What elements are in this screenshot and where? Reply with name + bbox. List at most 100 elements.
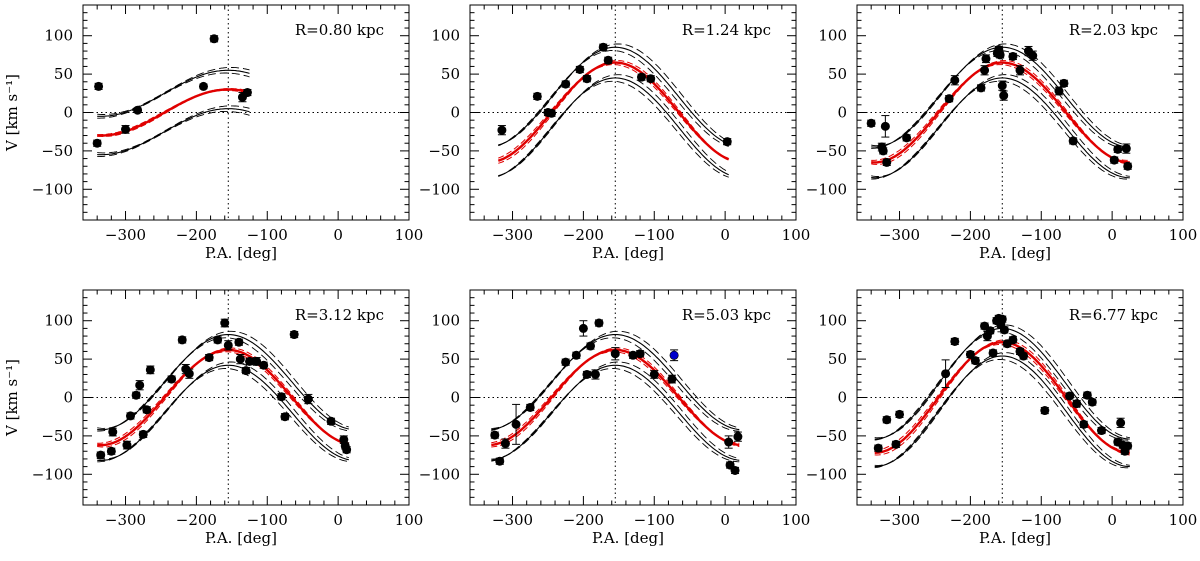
data-point xyxy=(220,318,230,328)
data-point-marker xyxy=(1116,418,1126,428)
data-point-marker xyxy=(241,366,251,376)
y-tick-label: 50 xyxy=(54,350,73,368)
data-points xyxy=(92,34,252,148)
data-point-marker xyxy=(981,54,991,64)
data-point xyxy=(135,380,145,391)
data-point xyxy=(637,72,647,82)
data-point-marker xyxy=(724,437,734,447)
data-point xyxy=(525,402,535,412)
y-tick-label: 0 xyxy=(837,389,847,407)
x-tick-label: 0 xyxy=(720,511,730,529)
data-point xyxy=(878,146,888,156)
data-point-marker xyxy=(988,348,998,358)
data-point-marker xyxy=(213,335,223,345)
data-point-marker xyxy=(1082,390,1092,400)
data-points xyxy=(497,42,732,147)
data-point-marker xyxy=(873,443,883,453)
data-point-marker xyxy=(1087,397,1097,407)
envelope-lower-dashed-a xyxy=(871,74,1130,177)
data-point xyxy=(950,75,960,86)
data-point xyxy=(997,314,1007,324)
data-point xyxy=(1109,155,1119,165)
panel-title: R=1.24 kpc xyxy=(682,21,771,39)
data-point-marker xyxy=(532,91,542,101)
y-tick-label: 0 xyxy=(837,104,847,122)
y-tick-label: 0 xyxy=(450,104,460,122)
x-axis-label: P.A. [deg] xyxy=(592,244,664,262)
data-point-marker xyxy=(500,439,510,449)
data-point-marker xyxy=(121,124,131,134)
data-point-marker xyxy=(902,133,912,143)
data-point xyxy=(145,365,155,375)
data-point xyxy=(245,356,255,366)
data-point xyxy=(1065,391,1075,401)
data-point xyxy=(603,55,613,65)
model-curves xyxy=(871,43,1130,180)
data-points xyxy=(866,45,1133,171)
x-tick-label: −100 xyxy=(247,511,288,529)
data-point-marker xyxy=(546,108,556,118)
data-point-marker xyxy=(1123,441,1133,451)
envelope-upper-dashed-a xyxy=(97,330,349,429)
data-point xyxy=(866,118,876,128)
x-tick-label: −100 xyxy=(634,226,675,244)
x-tick-label: −200 xyxy=(176,226,217,244)
data-point xyxy=(131,390,141,400)
envelope-upper-curve xyxy=(97,69,250,117)
x-tick-label: −100 xyxy=(1021,226,1062,244)
fit-red-dashed-a xyxy=(498,60,729,164)
model-curves xyxy=(97,67,250,158)
data-point-marker xyxy=(177,335,187,345)
data-point xyxy=(1054,86,1064,96)
data-point xyxy=(235,354,245,365)
data-point xyxy=(575,65,585,75)
y-tick-label: −50 xyxy=(428,142,460,160)
data-point-marker xyxy=(976,83,986,93)
y-tick-label: 100 xyxy=(818,312,847,330)
data-point-marker xyxy=(122,440,132,450)
data-point-marker xyxy=(582,369,592,379)
data-point-marker xyxy=(578,323,588,333)
data-point-marker xyxy=(878,146,888,156)
data-point xyxy=(635,349,645,359)
envelope-lower-curve xyxy=(874,355,1130,468)
data-point-marker xyxy=(235,354,245,364)
data-point-marker xyxy=(342,445,352,455)
data-point xyxy=(108,427,118,437)
data-point-marker xyxy=(96,450,106,460)
y-tick-label: −100 xyxy=(419,465,460,483)
data-point-marker xyxy=(667,374,677,384)
data-point xyxy=(970,356,980,366)
data-point-marker xyxy=(733,432,743,442)
x-tick-label: 100 xyxy=(395,226,424,244)
panel-title: R=6.77 kpc xyxy=(1069,306,1158,324)
data-point xyxy=(138,429,148,439)
panel-title: R=2.03 kpc xyxy=(1069,21,1158,39)
data-point xyxy=(497,125,507,136)
data-point xyxy=(941,359,951,389)
data-points xyxy=(96,318,352,460)
data-point xyxy=(106,446,116,456)
data-point-marker xyxy=(950,75,960,85)
data-point-marker xyxy=(571,350,581,360)
data-point xyxy=(184,368,194,379)
data-point-marker xyxy=(220,318,230,328)
data-point-marker xyxy=(610,349,620,359)
data-point xyxy=(259,360,269,370)
data-point-marker xyxy=(1028,51,1038,61)
data-point xyxy=(198,81,208,91)
data-point-marker xyxy=(1072,399,1082,409)
envelope-lower-dashed-b xyxy=(97,110,250,158)
y-tick-label: 100 xyxy=(44,312,73,330)
y-tick-label: 100 xyxy=(818,27,847,45)
data-point xyxy=(667,374,677,384)
data-point-marker xyxy=(603,55,613,65)
data-point xyxy=(649,369,659,379)
fit-red-curve xyxy=(97,348,350,447)
y-tick-label: −50 xyxy=(815,427,847,445)
data-point-marker xyxy=(106,446,116,456)
data-point-marker xyxy=(882,415,892,425)
data-point-marker xyxy=(252,356,262,366)
data-point-marker xyxy=(895,409,905,419)
x-tick-label: 0 xyxy=(333,511,343,529)
